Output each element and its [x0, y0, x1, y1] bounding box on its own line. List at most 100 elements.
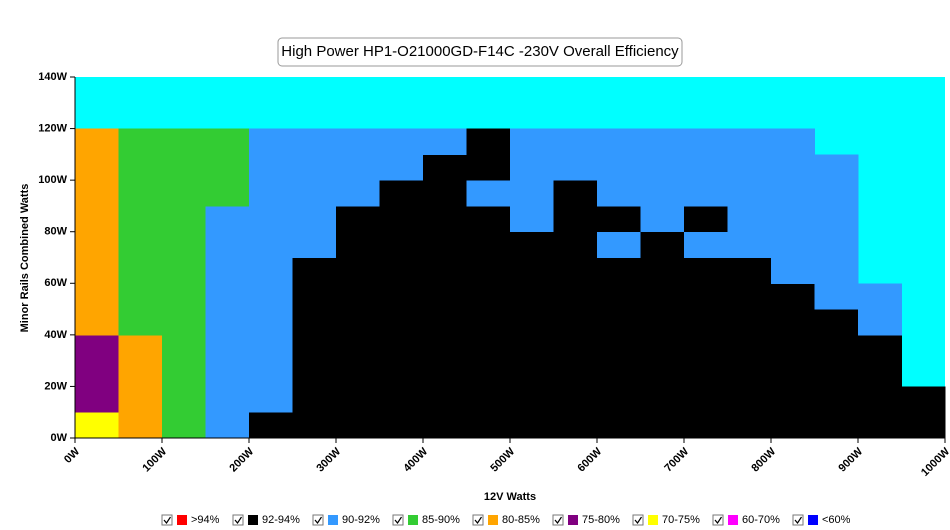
- efficiency-cell: [162, 334, 206, 362]
- efficiency-cell: [466, 257, 511, 284]
- efficiency-cell: [814, 309, 859, 336]
- x-tick-label: 800W: [749, 445, 778, 474]
- efficiency-cell: [423, 231, 467, 258]
- efficiency-cell: [75, 231, 119, 258]
- efficiency-cell: [118, 360, 163, 387]
- efficiency-cell: [684, 180, 728, 207]
- efficiency-cell: [684, 154, 728, 181]
- efficiency-cell: [640, 283, 685, 310]
- efficiency-cell: [292, 360, 337, 387]
- legend-item[interactable]: 60-70%: [712, 514, 780, 526]
- efficiency-cell: [466, 205, 511, 233]
- legend-checkbox[interactable]: [161, 514, 173, 526]
- efficiency-cell: [118, 283, 163, 310]
- legend-label: 70-75%: [662, 514, 700, 526]
- legend-checkbox[interactable]: [392, 514, 404, 526]
- efficiency-cell: [466, 283, 511, 310]
- legend-item[interactable]: 85-90%: [392, 514, 460, 526]
- efficiency-cell: [379, 386, 424, 413]
- legend-checkbox[interactable]: [232, 514, 244, 526]
- efficiency-cell: [336, 334, 380, 362]
- legend-swatch: [808, 515, 818, 525]
- legend-checkbox[interactable]: [472, 514, 484, 526]
- legend-item[interactable]: 75-80%: [552, 514, 620, 526]
- efficiency-cell: [75, 412, 119, 439]
- efficiency-cell: [379, 334, 424, 362]
- efficiency-cell: [727, 334, 772, 362]
- legend-check: [163, 516, 171, 525]
- legend-item[interactable]: >94%: [161, 514, 220, 526]
- efficiency-cell: [336, 257, 380, 284]
- efficiency-cell: [640, 128, 685, 155]
- efficiency-cell: [379, 309, 424, 336]
- efficiency-cell: [684, 128, 728, 155]
- efficiency-cell: [423, 334, 467, 362]
- efficiency-cell: [75, 180, 119, 207]
- efficiency-cell: [771, 128, 815, 155]
- x-tick-label: 200W: [227, 445, 256, 474]
- efficiency-cell: [379, 128, 424, 155]
- efficiency-cell: [205, 360, 250, 387]
- legend-check: [394, 516, 402, 525]
- legend-label: 90-92%: [342, 514, 380, 526]
- legend-check: [714, 516, 722, 525]
- legend-label: 75-80%: [582, 514, 620, 526]
- efficiency-cell: [510, 257, 554, 284]
- efficiency-cell: [118, 154, 163, 181]
- legend-item[interactable]: <60%: [792, 514, 851, 526]
- efficiency-cell: [814, 231, 859, 258]
- efficiency-cell: [423, 283, 467, 310]
- legend-swatch: [248, 515, 258, 525]
- efficiency-cell: [771, 309, 815, 336]
- efficiency-cell: [727, 257, 772, 284]
- efficiency-cell: [162, 412, 206, 439]
- efficiency-cell: [727, 180, 772, 207]
- efficiency-cell: [162, 180, 206, 207]
- legend-item[interactable]: 80-85%: [472, 514, 540, 526]
- efficiency-cell: [901, 412, 946, 439]
- efficiency-cell: [466, 386, 511, 413]
- efficiency-cell: [379, 180, 424, 207]
- efficiency-cell: [684, 205, 728, 233]
- efficiency-cell: [814, 154, 859, 181]
- legend-swatch: [408, 515, 418, 525]
- legend-checkbox[interactable]: [632, 514, 644, 526]
- efficiency-cell: [205, 180, 250, 207]
- efficiency-cell: [379, 257, 424, 284]
- efficiency-cell: [162, 257, 206, 284]
- efficiency-cell: [684, 334, 728, 362]
- efficiency-cell: [336, 231, 380, 258]
- legend-checkbox[interactable]: [552, 514, 564, 526]
- efficiency-cell: [466, 412, 511, 439]
- efficiency-cell: [118, 386, 163, 413]
- efficiency-cell: [640, 180, 685, 207]
- efficiency-cell: [249, 334, 293, 362]
- legend-checkbox[interactable]: [712, 514, 724, 526]
- legend-label: 85-90%: [422, 514, 460, 526]
- legend-checkbox[interactable]: [792, 514, 804, 526]
- legend-item[interactable]: 70-75%: [632, 514, 700, 526]
- legend-check: [634, 516, 642, 525]
- efficiency-cell: [75, 283, 119, 310]
- legend-check: [474, 516, 482, 525]
- x-tick-label: 700W: [662, 445, 691, 474]
- efficiency-cell: [597, 205, 641, 233]
- efficiency-cell: [814, 283, 859, 310]
- efficiency-cell: [292, 386, 337, 413]
- efficiency-cell: [727, 412, 772, 439]
- legend-item[interactable]: 90-92%: [312, 514, 380, 526]
- efficiency-cell: [640, 386, 685, 413]
- efficiency-cell: [553, 386, 598, 413]
- efficiency-cell: [75, 257, 119, 284]
- legend-checkbox[interactable]: [312, 514, 324, 526]
- efficiency-cell: [75, 334, 119, 362]
- efficiency-cell: [162, 154, 206, 181]
- efficiency-cell: [292, 412, 337, 439]
- efficiency-cell: [814, 334, 859, 362]
- efficiency-cell: [553, 205, 598, 233]
- y-tick-label: 120W: [38, 122, 67, 134]
- efficiency-cell: [205, 334, 250, 362]
- efficiency-cell: [249, 257, 293, 284]
- legend-item[interactable]: 92-94%: [232, 514, 300, 526]
- efficiency-cell: [162, 386, 206, 413]
